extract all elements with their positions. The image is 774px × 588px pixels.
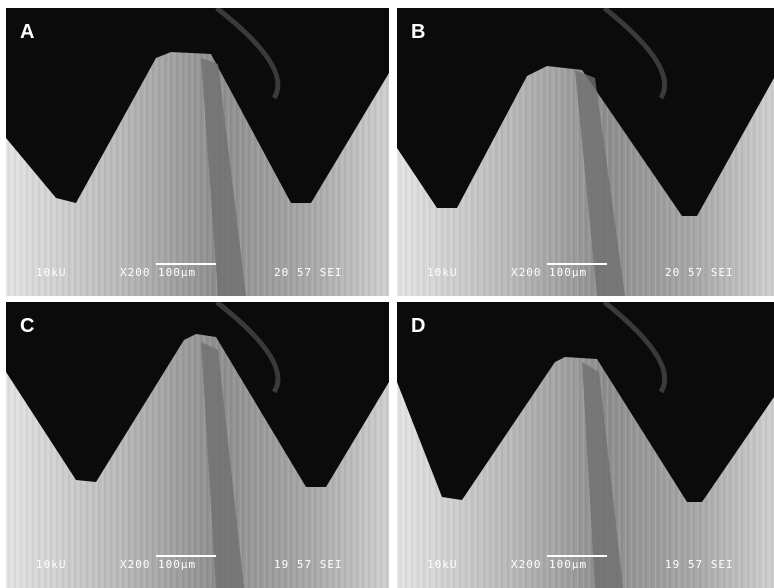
panel: B 10kU X200 100μm 20 57 SEI — [397, 8, 774, 296]
figure: A 10kU X200 100μm 20 57 SEI B 10kU X200 100μm 20 … — [0, 0, 774, 588]
panel-image — [6, 8, 389, 296]
panel-label: B — [411, 21, 425, 43]
panel: D 10kU X200 100μm 19 57 SEI — [397, 302, 774, 588]
scale-label: 100μm — [158, 558, 196, 571]
panel: A 10kU X200 100μm 20 57 SEI — [6, 8, 389, 296]
magnification: X200 — [511, 558, 542, 571]
scale-label: 100μm — [549, 558, 587, 571]
panel-image — [6, 302, 389, 588]
voltage: 10kU — [427, 558, 458, 571]
panel-label: A — [20, 21, 34, 43]
voltage: 10kU — [36, 266, 67, 279]
magnification: X200 — [120, 558, 151, 571]
info: 19 57 SEI — [665, 558, 734, 571]
panel: C 10kU X200 100μm 19 57 SEI — [6, 302, 389, 588]
panel-image — [397, 302, 774, 588]
scale-label: 100μm — [549, 266, 587, 279]
magnification: X200 — [511, 266, 542, 279]
panel-image — [397, 8, 774, 296]
scale-label: 100μm — [158, 266, 196, 279]
panel-label: D — [411, 315, 425, 337]
voltage: 10kU — [427, 266, 458, 279]
magnification: X200 — [120, 266, 151, 279]
panel-label: C — [20, 315, 34, 337]
info: 20 57 SEI — [665, 266, 734, 279]
info: 19 57 SEI — [274, 558, 343, 571]
voltage: 10kU — [36, 558, 67, 571]
info: 20 57 SEI — [274, 266, 343, 279]
